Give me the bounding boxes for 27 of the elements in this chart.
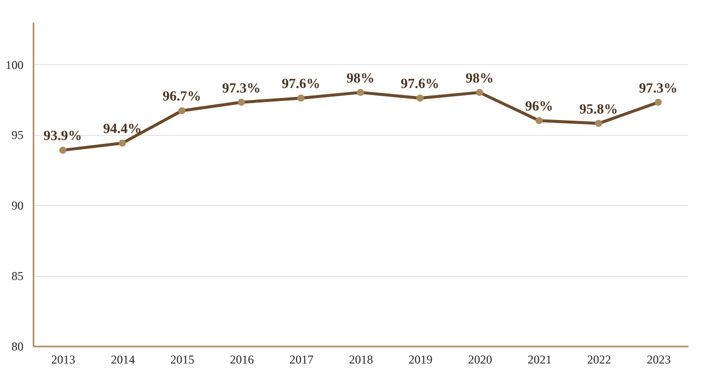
y-tick-label: 95: [12, 128, 24, 142]
data-label: 98%: [466, 71, 494, 86]
data-label: 97.3%: [222, 81, 261, 96]
x-tick-label: 2019: [408, 352, 433, 366]
y-tick-label: 85: [12, 269, 24, 284]
y-tick-label: 90: [12, 198, 24, 213]
x-tick-label: 2018: [349, 352, 373, 366]
x-tick-label: 2014: [110, 352, 135, 366]
data-label: 96%: [525, 100, 554, 115]
data-label: 98%: [346, 71, 374, 86]
data-label: 97.6%: [400, 77, 440, 92]
x-tick-label: 2017: [289, 352, 314, 366]
data-label: 96.7%: [162, 90, 202, 105]
x-tick-label: 2021: [528, 352, 552, 366]
x-tick-label: 2013: [51, 352, 76, 366]
data-label: 97.6%: [282, 77, 320, 92]
y-tick-label: 100: [6, 58, 24, 72]
data-label: 97.3%: [638, 81, 678, 96]
data-label: 93.9%: [44, 129, 82, 144]
y-tick-label: 80: [12, 340, 24, 354]
x-tick-label: 2016: [230, 352, 254, 366]
x-tick-label: 2015: [170, 352, 194, 366]
x-tick-label: 2020: [468, 352, 492, 366]
x-tick-label: 2022: [587, 352, 612, 366]
data-label: 94.4%: [103, 122, 142, 138]
data-label: 95.8%: [579, 102, 618, 118]
x-tick-label: 2023: [646, 352, 671, 366]
